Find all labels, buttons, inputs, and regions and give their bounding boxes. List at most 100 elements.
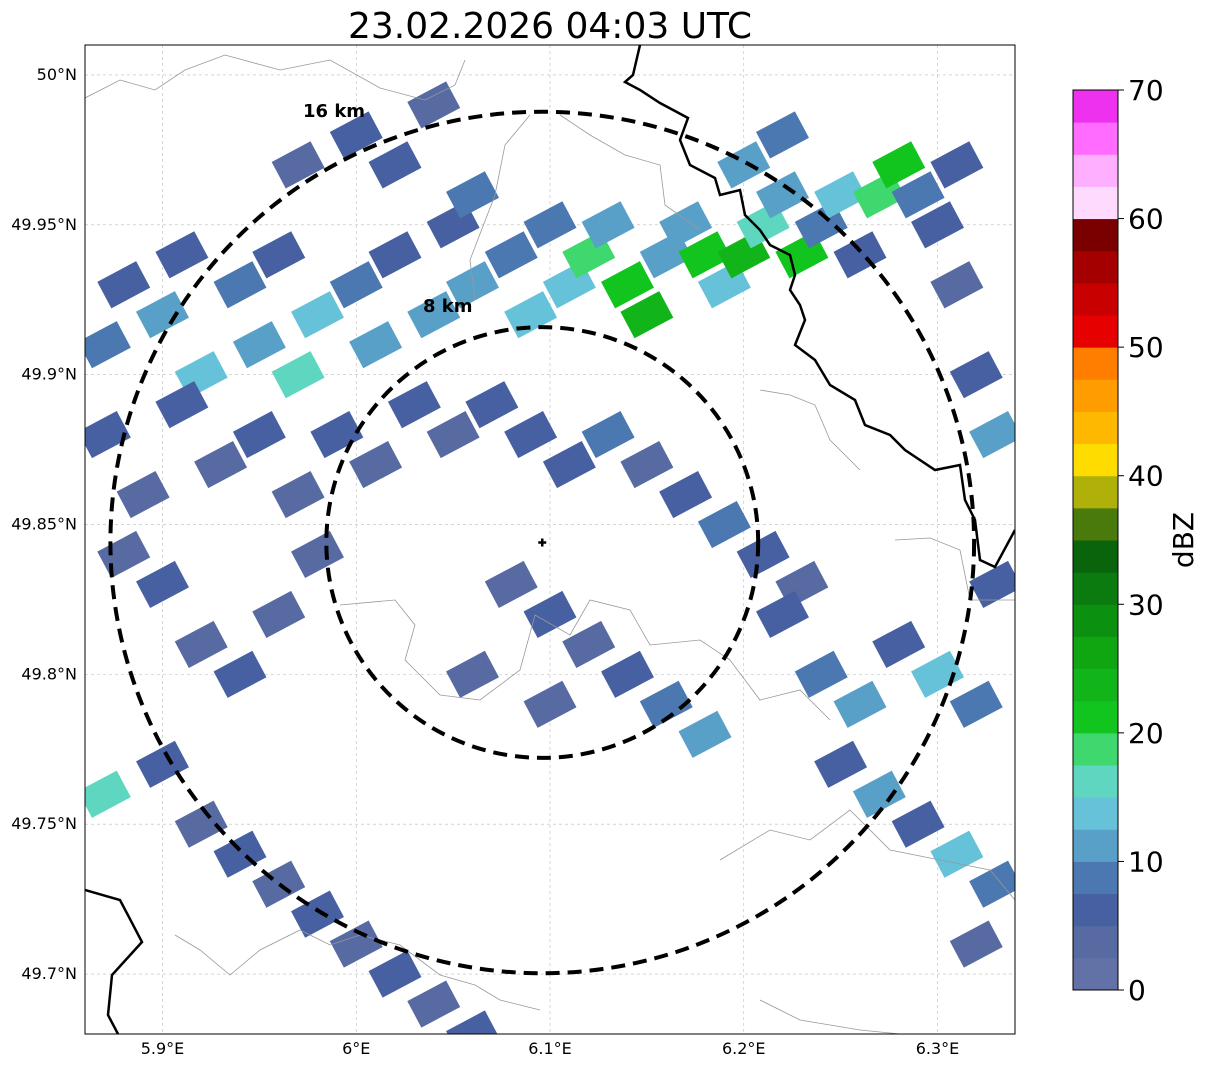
reflectivity-cell (136, 560, 189, 609)
reflectivity-cell (949, 920, 1003, 968)
admin-boundary-c (559, 114, 701, 231)
reflectivity-cell (814, 171, 868, 219)
reflectivity-cell (523, 201, 577, 249)
map-frame (84, 44, 1016, 1035)
reflectivity-cell (446, 171, 499, 219)
x-tick-label: 6.3°E (916, 1039, 960, 1058)
reflectivity-cell (852, 770, 906, 818)
reflectivity-cell (542, 441, 596, 489)
reflectivity-cell (601, 261, 654, 309)
reflectivity-cell (407, 81, 461, 129)
reflectivity-cell (252, 231, 306, 279)
reflectivity-cell (174, 620, 228, 668)
colorbar-tick-label: 60 (1128, 203, 1164, 236)
colorbar-tick-label: 0 (1128, 974, 1146, 1007)
reflectivity-cell (271, 470, 325, 519)
reflectivity-cell (756, 590, 809, 638)
colorbar-band (1073, 186, 1118, 220)
colorbar-tick-label: 30 (1128, 588, 1164, 621)
colorbar-tick-label: 70 (1128, 74, 1164, 107)
reflectivity-cell (697, 500, 751, 549)
colorbar-band (1073, 411, 1118, 445)
reflectivity-cell (949, 351, 1003, 399)
reflectivity-cell (136, 740, 189, 788)
reflectivity-cell (232, 321, 286, 369)
reflectivity-cell (116, 470, 170, 519)
y-tick-label: 49.75°N (11, 814, 77, 833)
y-tick-label: 49.7°N (21, 964, 77, 983)
colorbar-tick-label: 40 (1128, 460, 1164, 493)
reflectivity-cell (678, 710, 732, 758)
colorbar-band (1073, 893, 1118, 927)
reflectivity-cell (949, 680, 1003, 728)
y-axis: 50°N 49.95°N 49.9°N 49.85°N 49.8°N 49.75°N 49.… (11, 65, 77, 983)
reflectivity-cell (252, 860, 306, 908)
colorbar-band (1073, 829, 1118, 862)
colorbar-band (1073, 636, 1118, 670)
colorbar-tick-label: 10 (1128, 845, 1164, 878)
colorbar-band (1073, 957, 1118, 991)
colorbar-band (1073, 347, 1118, 380)
reflectivity-cell (930, 141, 984, 189)
reflectivity-cell (213, 261, 267, 309)
colorbar-frame (1072, 89, 1119, 991)
reflectivity-cell (717, 141, 771, 189)
colorbar-band (1073, 540, 1118, 573)
reflectivity-cell (349, 321, 403, 369)
reflectivity-cell (639, 680, 693, 728)
x-tick-label: 6°E (342, 1039, 370, 1058)
reflectivity-cell (969, 560, 1015, 609)
colorbar-tick-label: 50 (1128, 331, 1164, 364)
colorbar-band (1073, 218, 1118, 252)
colorbar-band (1073, 122, 1118, 155)
reflectivity-cell (232, 411, 286, 459)
reflectivity-cell (891, 171, 945, 219)
colorbar-label: dBZ (1167, 512, 1200, 568)
reflectivity-cell (678, 231, 732, 279)
colorbar-band (1073, 765, 1118, 798)
reflectivity-cell (426, 411, 480, 459)
admin-boundary-h (719, 809, 1015, 901)
reflectivity-cell (136, 291, 189, 339)
reflectivity-cell (252, 590, 306, 638)
reflectivity-cell (446, 261, 499, 309)
reflectivity-cell (310, 411, 364, 459)
colorbar-band (1073, 572, 1118, 605)
reflectivity-cell (872, 620, 926, 668)
reflectivity-cell (504, 411, 558, 459)
map-panel (85, 45, 1015, 1034)
reflectivity-cell (484, 231, 538, 279)
y-tick-label: 49.85°N (11, 515, 77, 534)
colorbar-band (1073, 668, 1118, 702)
x-axis: 5.9°E 6°E 6.1°E 6.2°E 6.3°E (141, 1039, 960, 1058)
reflectivity-cell (523, 590, 577, 638)
x-tick-label: 6.1°E (528, 1039, 572, 1058)
reflectivity-cell (581, 201, 635, 249)
reflectivity-cell (911, 201, 964, 249)
reflectivity-cell (794, 650, 848, 698)
reflectivity-cell (814, 740, 868, 788)
range-ring-16km (108, 109, 977, 976)
colorbar-band (1073, 443, 1118, 477)
reflectivity-cell (329, 920, 383, 968)
reflectivity-cell (349, 441, 403, 489)
reflectivity-cell (736, 530, 790, 579)
reflectivity-cell (155, 231, 209, 279)
reflectivity-cell (756, 171, 809, 219)
reflectivity-cell (85, 770, 131, 818)
reflectivity-cell (756, 111, 809, 159)
x-tick-label: 5.9°E (141, 1039, 185, 1058)
reflectivity-cell (891, 800, 945, 848)
reflectivity-cell (465, 381, 519, 429)
reflectivity-cell (930, 261, 984, 309)
colorbar-band (1073, 700, 1118, 734)
radar-site-marker (538, 538, 547, 547)
reflectivity-cell (969, 860, 1015, 908)
reflectivity-cell (523, 680, 577, 728)
border-river-line (622, 45, 1015, 569)
colorbar-band (1073, 282, 1118, 316)
colorbar-band (1073, 507, 1118, 541)
reflectivity-cell (291, 890, 344, 938)
reflectivity-cell (174, 800, 228, 848)
